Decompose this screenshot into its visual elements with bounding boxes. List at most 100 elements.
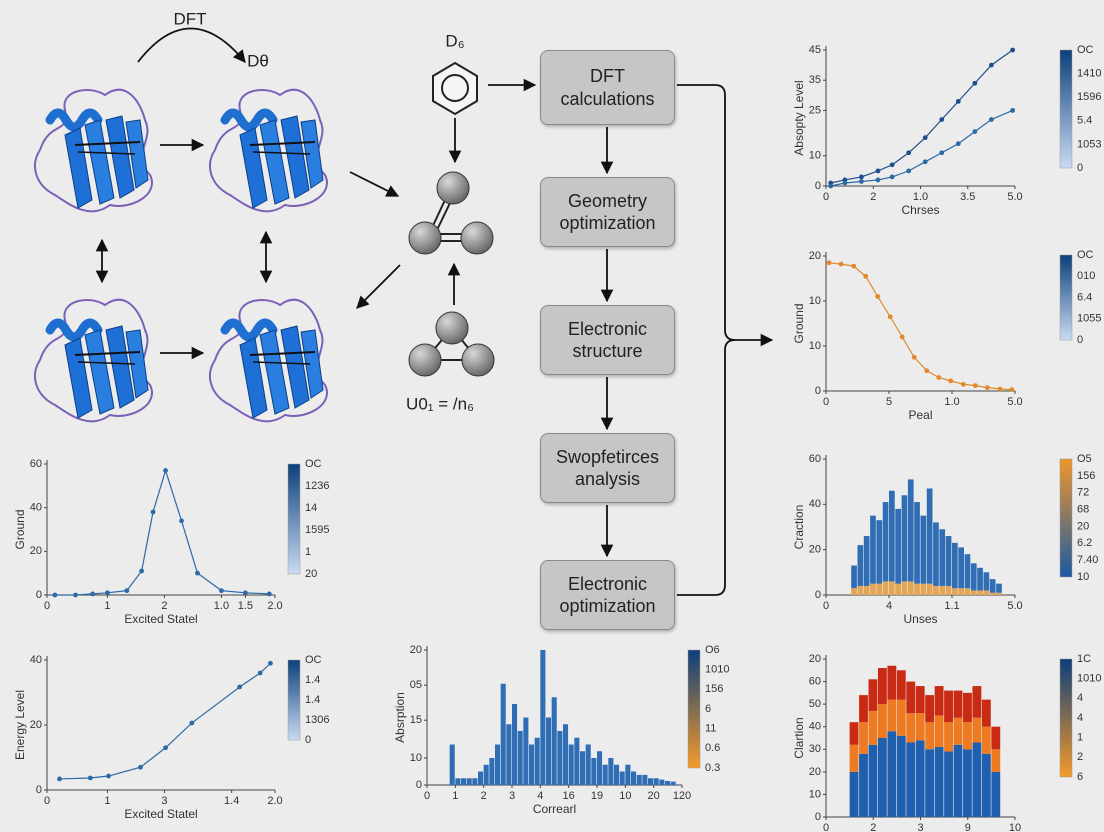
colorbar-label: 1.4 — [305, 694, 320, 706]
point — [939, 150, 945, 156]
colorbar-label: 1410 — [1077, 68, 1101, 80]
bar — [895, 508, 901, 584]
bar — [944, 690, 953, 723]
benzene-ring — [441, 74, 469, 102]
bar — [972, 717, 982, 743]
y-tick-label: 0 — [815, 385, 821, 397]
bar — [512, 704, 518, 785]
y-tick-label: 0 — [36, 589, 42, 601]
colorbar-label: 5.4 — [1077, 115, 1092, 127]
x-tick-label: 1 — [104, 600, 110, 612]
bar — [523, 717, 529, 785]
x-tick-label: 5 — [886, 396, 892, 408]
colorbar-label: 6.2 — [1077, 537, 1092, 549]
bar — [895, 583, 901, 595]
x-tick-label: 1.0 — [944, 396, 959, 408]
point — [924, 368, 930, 374]
bar — [983, 572, 990, 591]
y-tick-label: 0 — [815, 589, 821, 601]
x-axis-label: Unses — [903, 612, 937, 626]
colorbar-label: OC — [305, 458, 322, 470]
bar — [597, 751, 603, 785]
bar — [958, 588, 964, 595]
bar — [478, 771, 484, 785]
bar — [563, 724, 569, 785]
bar — [642, 774, 648, 785]
bar — [925, 722, 935, 750]
bar — [983, 590, 990, 595]
bar — [915, 686, 925, 714]
x-axis-label: Excited Statel — [124, 807, 197, 821]
y-tick-label: 20 — [809, 766, 821, 778]
x-tick-label: 5.0 — [1007, 600, 1022, 612]
point — [948, 378, 954, 384]
bar — [981, 726, 991, 754]
colorbar-label: O6 — [705, 644, 720, 656]
point — [939, 117, 945, 122]
colorbar-label: 1010 — [1077, 673, 1101, 685]
bar — [489, 758, 495, 785]
x-tick-label: 3 — [161, 795, 167, 807]
x-tick-label: 1.0 — [913, 191, 928, 203]
point — [889, 162, 895, 168]
bar — [926, 583, 933, 595]
point — [163, 745, 168, 751]
y-tick-label: 40 — [30, 654, 42, 666]
y-tick-label: 10 — [410, 752, 422, 764]
arrow — [137, 27, 246, 63]
bar — [614, 764, 620, 785]
x-tick-label: 5.0 — [1007, 191, 1022, 203]
bar — [472, 778, 478, 785]
y-tick-label: 10 — [809, 295, 821, 307]
point — [875, 177, 881, 183]
bar — [868, 744, 878, 817]
bar — [534, 737, 540, 785]
x-tick-label: 1.1 — [944, 600, 959, 612]
atom — [461, 343, 495, 377]
arrow — [356, 264, 401, 309]
y-tick-label: 20 — [809, 250, 821, 262]
bar — [926, 488, 933, 584]
x-tick-label: 2 — [481, 790, 487, 802]
x-axis-label: Correarl — [533, 802, 576, 816]
bar — [887, 731, 897, 817]
bar — [653, 778, 659, 785]
bar — [608, 758, 614, 785]
bar — [849, 744, 859, 772]
y-tick-label: 35 — [809, 74, 821, 86]
bar — [964, 554, 971, 589]
point — [124, 588, 130, 594]
y-tick-label: 0 — [815, 811, 821, 823]
bar — [953, 690, 963, 718]
bar — [887, 699, 897, 732]
bar — [915, 713, 925, 741]
x-tick-label: 0 — [44, 795, 50, 807]
bar — [851, 565, 857, 589]
x-tick-label: 1 — [452, 790, 458, 802]
point — [911, 354, 917, 360]
protein — [210, 300, 327, 422]
bar — [863, 536, 870, 586]
colorbar-label: 14 — [305, 502, 317, 514]
point — [150, 509, 156, 515]
bar — [859, 753, 868, 817]
point — [838, 261, 844, 267]
bar — [934, 747, 944, 817]
point — [875, 168, 881, 174]
bar — [944, 722, 953, 752]
y-tick-label: 05 — [410, 679, 422, 691]
bar — [625, 764, 631, 785]
y-tick-label: 60 — [809, 675, 821, 687]
colorbar-label: 0 — [1077, 334, 1083, 346]
connector — [677, 84, 774, 347]
protein — [210, 90, 327, 212]
bar — [939, 529, 946, 586]
x-tick-label: 20 — [648, 790, 660, 802]
bar — [991, 726, 1001, 750]
bar — [939, 585, 946, 595]
x-tick-label: 2.0 — [267, 795, 282, 807]
bar — [568, 744, 574, 785]
bar — [877, 704, 887, 738]
point — [90, 591, 95, 597]
